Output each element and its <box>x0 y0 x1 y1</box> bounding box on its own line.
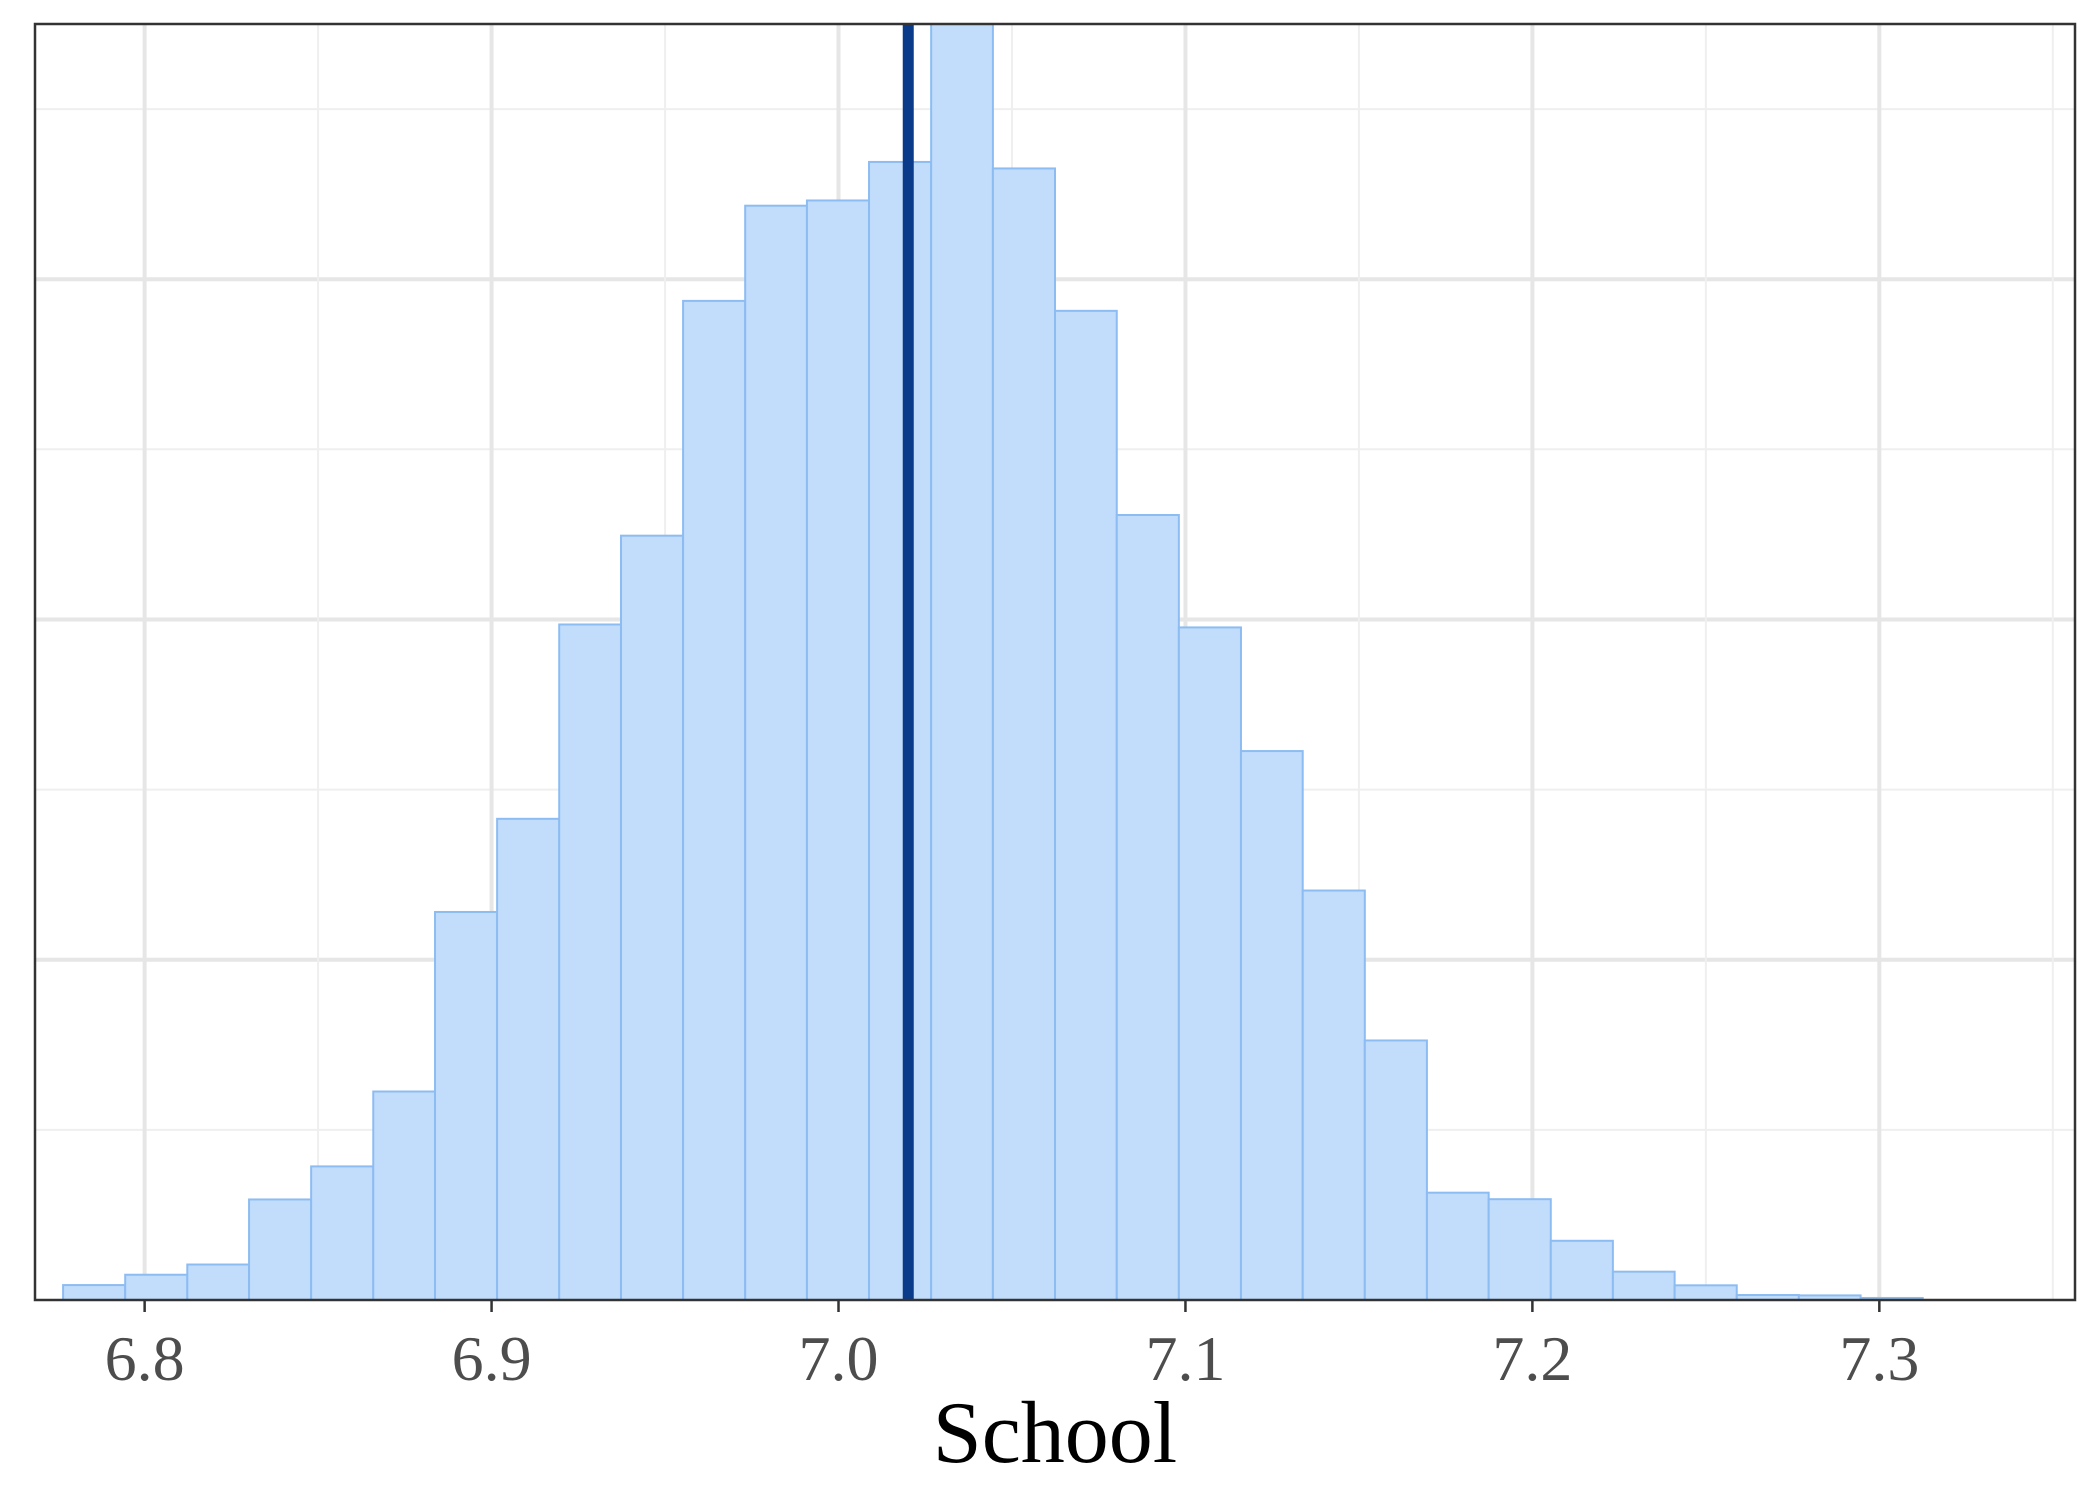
histogram-bar-13 <box>805 199 871 1301</box>
histogram-bar-5 <box>310 1165 375 1302</box>
x-tick-label: 7.1 <box>1145 1323 1225 1394</box>
histogram-bar-12 <box>744 204 808 1301</box>
histogram-bar-21 <box>1301 889 1366 1302</box>
histogram-bar-19 <box>1177 626 1242 1301</box>
histogram-bar-15 <box>930 23 994 1301</box>
histogram-bar-16 <box>991 167 1056 1301</box>
histogram-bar-9 <box>558 623 622 1301</box>
histogram-bar-6 <box>372 1090 437 1301</box>
x-tick-label: 7.2 <box>1492 1323 1572 1394</box>
x-tick-label: 6.9 <box>452 1323 532 1394</box>
x-tick-label: 7.0 <box>799 1323 879 1394</box>
histogram-bar-25 <box>1549 1239 1614 1301</box>
histogram-bar-27 <box>1673 1284 1738 1302</box>
x-axis-title: School <box>933 1385 1177 1482</box>
histogram-bar-1 <box>62 1284 127 1302</box>
histogram-bar-10 <box>619 534 685 1301</box>
x-tick-label: 7.3 <box>1839 1323 1919 1394</box>
histogram-bar-14 <box>868 160 933 1302</box>
histogram-bar-23 <box>1425 1191 1490 1301</box>
histogram-bar-22 <box>1363 1039 1428 1301</box>
histogram-bar-20 <box>1239 750 1304 1301</box>
histogram-bars <box>62 23 1924 1302</box>
histogram-bar-7 <box>434 910 499 1301</box>
histogram-bar-8 <box>496 817 561 1301</box>
histogram-bar-11 <box>682 299 747 1301</box>
histogram-bar-3 <box>186 1263 251 1302</box>
x-axis-ticks: 6.8 6.9 7.0 7.1 7.2 7.3 <box>105 1300 1919 1394</box>
histogram-bar-24 <box>1487 1198 1552 1302</box>
histogram-bar-26 <box>1611 1270 1676 1302</box>
histogram-bar-2 <box>124 1273 189 1302</box>
histogram-bar-4 <box>248 1198 313 1301</box>
histogram-bar-18 <box>1115 514 1180 1301</box>
histogram-bar-17 <box>1054 309 1118 1301</box>
panel-border <box>33 22 2077 1302</box>
x-tick-label: 6.8 <box>105 1323 185 1394</box>
